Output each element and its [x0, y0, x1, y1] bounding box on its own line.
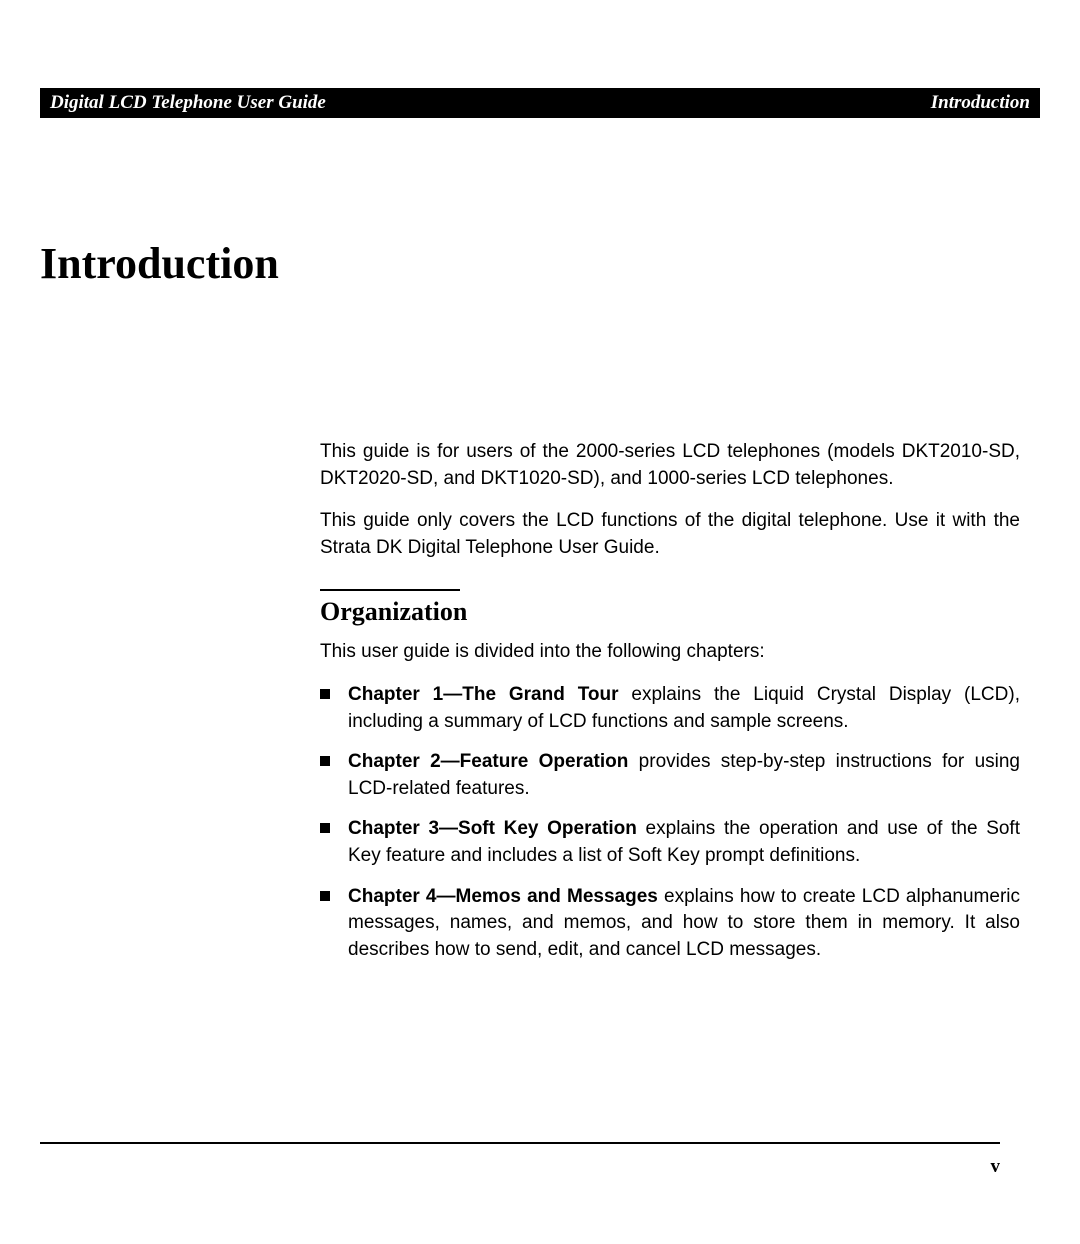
- chapter-label: Chapter 3—Soft Key Operation: [348, 818, 637, 839]
- chapter-list: Chapter 1—The Grand Tour explains the Li…: [320, 682, 1020, 963]
- square-bullet-icon: [320, 756, 330, 766]
- header-right-section: Introduction: [931, 92, 1030, 114]
- content-area: This guide is for users of the 2000-seri…: [320, 439, 1040, 963]
- header-bar: Digital LCD Telephone User Guide Introdu…: [40, 88, 1040, 118]
- chapter-item: Chapter 2—Feature Operation provides ste…: [320, 749, 1020, 802]
- page-container: Digital LCD Telephone User Guide Introdu…: [0, 0, 1080, 1244]
- intro-paragraph-1: This guide is for users of the 2000-seri…: [320, 439, 1020, 492]
- chapter-item: Chapter 1—The Grand Tour explains the Li…: [320, 682, 1020, 735]
- organization-heading: Organization: [320, 597, 1020, 627]
- header-left-title: Digital LCD Telephone User Guide: [50, 92, 326, 114]
- chapter-text: Chapter 4—Memos and Messages explains ho…: [348, 884, 1020, 964]
- chapter-item: Chapter 4—Memos and Messages explains ho…: [320, 884, 1020, 964]
- chapter-text: Chapter 1—The Grand Tour explains the Li…: [348, 682, 1020, 735]
- chapter-label: Chapter 4—Memos and Messages: [348, 886, 658, 907]
- square-bullet-icon: [320, 689, 330, 699]
- intro-paragraph-2: This guide only covers the LCD functions…: [320, 508, 1020, 561]
- page-title: Introduction: [40, 238, 1040, 289]
- chapter-label: Chapter 2—Feature Operation: [348, 751, 628, 772]
- square-bullet-icon: [320, 891, 330, 901]
- section-rule: [320, 589, 460, 591]
- chapter-label: Chapter 1—The Grand Tour: [348, 684, 619, 705]
- organization-lead: This user guide is divided into the foll…: [320, 639, 1020, 666]
- chapter-text: Chapter 2—Feature Operation provides ste…: [348, 749, 1020, 802]
- square-bullet-icon: [320, 823, 330, 833]
- chapter-item: Chapter 3—Soft Key Operation explains th…: [320, 816, 1020, 869]
- footer-rule: [40, 1142, 1000, 1144]
- page-number: v: [991, 1156, 1001, 1178]
- chapter-text: Chapter 3—Soft Key Operation explains th…: [348, 816, 1020, 869]
